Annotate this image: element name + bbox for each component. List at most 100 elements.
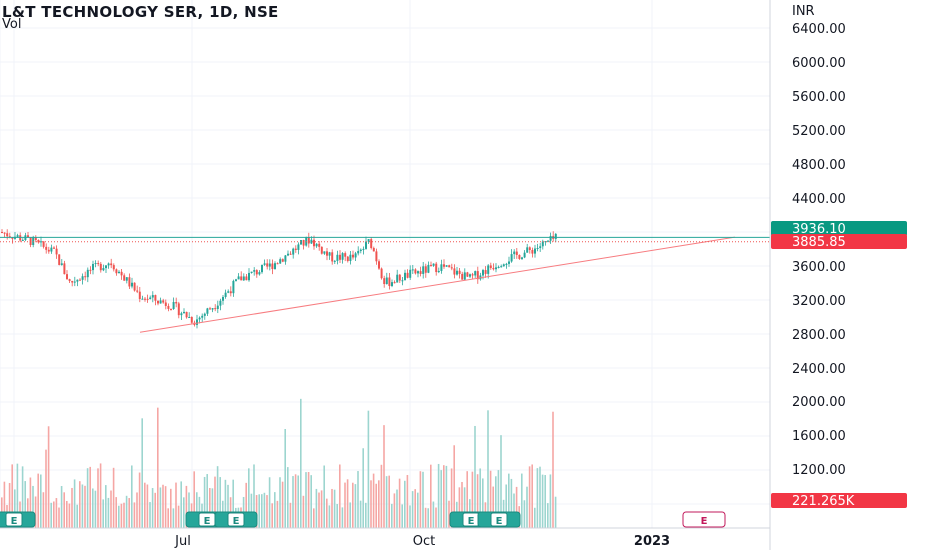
candle-body	[450, 267, 453, 269]
candle-body	[177, 303, 180, 316]
candle-body	[328, 252, 331, 256]
volume-bar	[175, 482, 177, 528]
support-trend-line[interactable]	[139, 236, 736, 333]
candle-body	[424, 266, 427, 273]
candle-body	[110, 263, 113, 266]
candle-body	[53, 247, 55, 249]
candle-body	[27, 235, 29, 238]
candle-body	[271, 263, 274, 270]
volume-bar	[479, 468, 481, 528]
volume-bar	[463, 487, 466, 528]
candle-body	[237, 276, 240, 280]
earnings-marker-label: E	[204, 516, 211, 527]
candle-body	[138, 291, 141, 299]
candle-body	[461, 273, 464, 280]
candle-body	[289, 253, 292, 255]
candle-body	[528, 247, 531, 250]
candle-body	[115, 269, 118, 274]
candle-body	[136, 290, 139, 292]
earnings-marker-label: E	[701, 516, 708, 527]
candle-body	[375, 251, 378, 262]
volume-tag	[771, 493, 907, 508]
volume-bar	[531, 464, 533, 528]
candle-body	[505, 263, 508, 265]
candle-body	[367, 239, 370, 242]
volume-bar	[258, 494, 260, 528]
price-axis[interactable]: 6400.00 6000.00 5600.00 5200.00 4800.00 4400.…	[792, 22, 846, 478]
candle-body	[42, 241, 45, 247]
price-tick-label: 3600.00	[792, 260, 846, 275]
candle-body	[172, 301, 175, 310]
candle-body	[276, 263, 279, 265]
earnings-marker[interactable]: E	[214, 511, 258, 528]
volume-bar	[336, 504, 338, 528]
earnings-marker[interactable]: E	[0, 511, 36, 528]
candle-body	[188, 317, 191, 319]
volume-bar	[224, 479, 227, 528]
candle-body	[414, 269, 417, 274]
volume-bar	[339, 464, 341, 528]
volume-bar	[505, 484, 507, 528]
candle-body	[380, 268, 383, 279]
volume-bar	[11, 464, 13, 528]
volume-bar	[167, 508, 169, 528]
earnings-marker-inner	[695, 512, 713, 527]
candle-body	[266, 263, 269, 267]
candle-body	[554, 233, 557, 239]
candle-body	[149, 297, 152, 300]
candle-body	[201, 315, 204, 318]
candle-body	[318, 243, 321, 247]
earnings-marker-label: E	[233, 516, 240, 527]
price-tick-label: 6400.00	[792, 22, 846, 37]
volume-bar	[193, 471, 195, 528]
earnings-marker[interactable]: E	[477, 511, 521, 528]
candle-body	[141, 298, 144, 300]
candle-body	[34, 237, 37, 241]
volume-bar	[370, 480, 372, 528]
volume-bar	[115, 497, 117, 528]
volume-bar	[32, 485, 34, 528]
volume-bar	[253, 464, 255, 528]
candle-body	[349, 254, 352, 262]
volume-bar	[159, 487, 162, 528]
candle-body	[248, 272, 250, 281]
candle-body	[281, 259, 284, 262]
candle-body	[378, 261, 380, 269]
candle-body	[118, 271, 120, 274]
volume-bar	[86, 468, 89, 528]
candle-body	[302, 240, 305, 246]
volume-bar	[128, 498, 130, 528]
volume-bar	[141, 418, 143, 528]
volume-bar	[318, 492, 320, 528]
candle-body	[489, 265, 492, 268]
volume-bar	[357, 471, 359, 528]
candle-body	[534, 248, 536, 254]
candle-body	[484, 270, 487, 274]
volume-bar	[500, 435, 502, 528]
volume-bar	[362, 448, 364, 528]
earnings-marker[interactable]: E	[682, 511, 726, 528]
price-tick-label: 5600.00	[792, 90, 846, 105]
candle-body	[76, 279, 79, 282]
volume-bar	[393, 493, 396, 528]
volume-bar	[297, 475, 299, 528]
volume-bar	[250, 493, 253, 528]
candle-body	[492, 267, 495, 270]
candle-body	[229, 291, 232, 294]
candle-body	[453, 268, 456, 275]
candle-body	[385, 277, 388, 285]
volume-bar	[536, 468, 539, 528]
volume-bar	[300, 398, 302, 528]
time-tick-label: Jul	[174, 534, 191, 549]
volume-bar	[445, 465, 448, 528]
candle-body	[58, 254, 61, 265]
volume-label: Vol	[2, 17, 22, 32]
candle-body	[310, 239, 313, 244]
volume-bar	[149, 502, 151, 528]
volume-bar	[60, 486, 63, 528]
time-axis[interactable]: Jul Oct 2023	[174, 534, 670, 549]
candle-body	[68, 279, 71, 281]
candle-body	[469, 274, 471, 277]
